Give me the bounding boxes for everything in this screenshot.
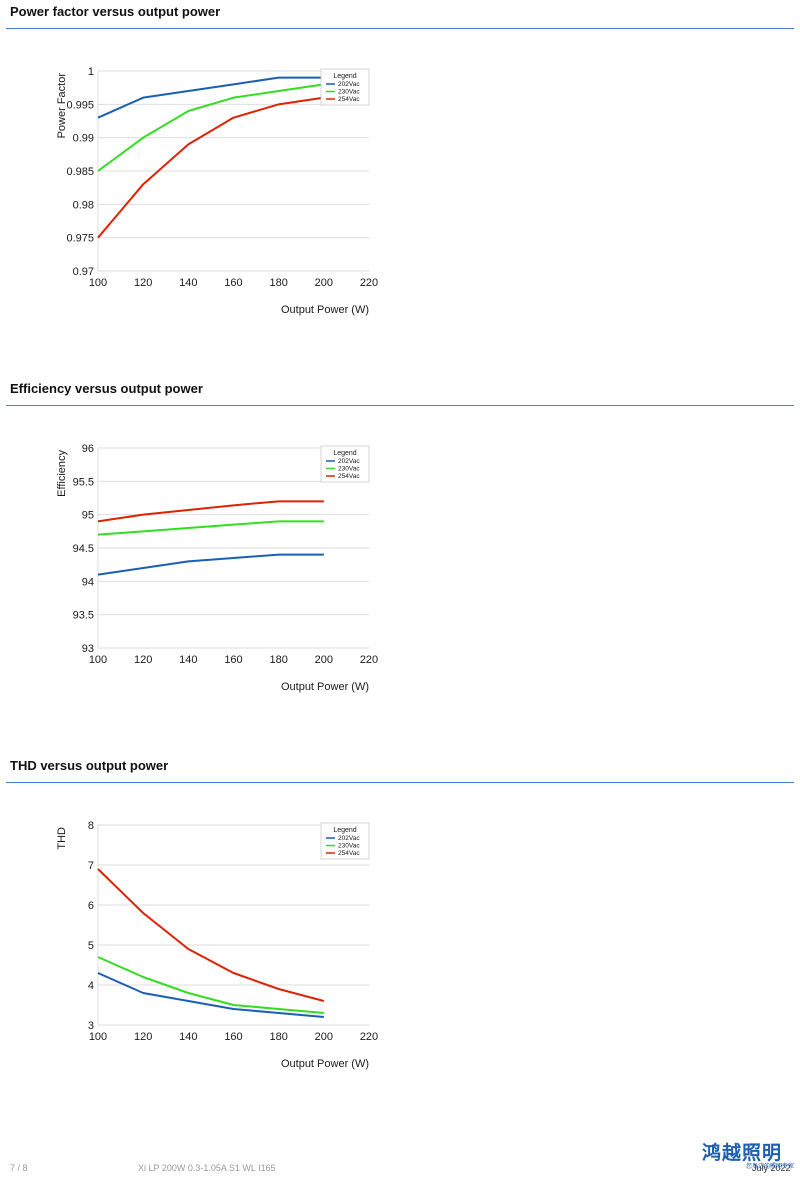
footer-date: July 2022 <box>752 1163 791 1173</box>
y-tick-label: 93.5 <box>73 610 94 622</box>
y-tick-label: 4 <box>88 980 94 992</box>
legend-entry: 202Vac <box>338 81 360 88</box>
section-power-factor: Power factor versus output power 0.97 0.9… <box>0 0 800 377</box>
series-line-254Vac <box>97 868 325 1002</box>
x-axis-label: Output Power (W) <box>281 1058 369 1070</box>
y-tick-label: 93 <box>82 643 94 655</box>
y-tick-label: 3 <box>88 1020 94 1032</box>
series-line-230Vac <box>97 956 324 1014</box>
x-tick-label: 180 <box>269 1031 287 1043</box>
series-line-202Vac <box>97 76 324 119</box>
y-tick-label: 0.99 <box>73 133 94 145</box>
x-tick-label: 200 <box>315 277 333 289</box>
legend-entry: 230Vac <box>338 843 360 850</box>
y-tick-label: 0.985 <box>66 166 94 178</box>
legend-title: Legend <box>333 73 356 80</box>
legend-entry: 254Vac <box>338 850 360 857</box>
x-tick-label: 140 <box>179 654 197 666</box>
y-tick-label: 95 <box>82 510 94 522</box>
watermark-subtext: 您身边的照明专家 <box>745 1163 794 1170</box>
legend-entry: 202Vac <box>338 835 360 842</box>
y-tick-label: 5 <box>88 940 94 952</box>
x-tick-label: 220 <box>360 654 378 666</box>
x-axis-label: Output Power (W) <box>281 681 369 693</box>
x-tick-label: 100 <box>89 277 107 289</box>
y-tick-label: 94.5 <box>73 543 94 555</box>
legend-box <box>320 68 370 106</box>
y-tick-label: 8 <box>88 820 94 832</box>
series-line-254Vac <box>97 500 324 523</box>
x-axis-label: Output Power (W) <box>281 304 369 316</box>
y-tick-label: 7 <box>88 860 94 872</box>
x-tick-label: 140 <box>179 1031 197 1043</box>
x-tick-label: 160 <box>224 277 242 289</box>
y-tick-label: 95.5 <box>73 476 94 488</box>
x-tick-label: 180 <box>269 277 287 289</box>
x-tick-label: 140 <box>179 277 197 289</box>
y-tick-label: 1 <box>88 66 94 78</box>
x-tick-label: 120 <box>134 654 152 666</box>
y-axis-label: THD <box>56 827 68 850</box>
y-tick-label: 0.98 <box>73 199 94 211</box>
section-divider <box>6 405 794 406</box>
y-tick-label: 94 <box>82 576 94 588</box>
section-title: Efficiency versus output power <box>10 381 203 396</box>
series-line-230Vac <box>97 83 324 172</box>
series-line-254Vac <box>97 96 324 239</box>
legend-entry: 230Vac <box>338 89 360 96</box>
x-tick-label: 200 <box>315 654 333 666</box>
section-efficiency: Efficiency versus output power 93 93.5 94 9… <box>0 377 800 754</box>
legend-entry: 202Vac <box>338 458 360 465</box>
x-tick-label: 120 <box>134 277 152 289</box>
footer-page-number: 7 / 8 <box>10 1163 28 1173</box>
series-line-202Vac <box>97 972 324 1018</box>
legend-title: Legend <box>333 450 356 457</box>
legend-entry: 230Vac <box>338 466 360 473</box>
y-tick-label: 0.97 <box>73 266 94 278</box>
y-axis-label: Efficiency <box>56 450 68 497</box>
x-tick-label: 220 <box>360 1031 378 1043</box>
x-tick-label: 100 <box>89 1031 107 1043</box>
x-tick-label: 180 <box>269 654 287 666</box>
x-tick-label: 200 <box>315 1031 333 1043</box>
section-divider <box>6 782 794 783</box>
legend-entry: 254Vac <box>338 473 360 480</box>
series-line-230Vac <box>97 520 324 536</box>
section-divider <box>6 28 794 29</box>
footer-document-name: Xi LP 200W 0.3-1.05A S1 WL I165 <box>138 1163 276 1173</box>
y-tick-label: 96 <box>82 443 94 455</box>
section-title: Power factor versus output power <box>10 4 221 19</box>
y-tick-label: 6 <box>88 900 94 912</box>
efficiency-chart: 93 93.5 94 94.5 95 95.5 96 100 120 140 160 180 200 22… <box>56 443 378 693</box>
section-title: THD versus output power <box>10 758 169 773</box>
thd-chart: 3 4 5 6 7 8 100 120 140 160 180 200 220 Output Power … <box>56 820 378 1070</box>
series-line-202Vac <box>97 553 324 576</box>
legend-box <box>320 822 370 860</box>
x-tick-label: 100 <box>89 654 107 666</box>
power-factor-chart: 0.97 0.975 0.98 0.985 0.99 0.995 1 100 120 140 160… <box>56 66 378 316</box>
watermark-logo: 鸿越照明 您身边的照明专家 <box>702 1143 794 1173</box>
y-axis-label: Power Factor <box>56 73 68 139</box>
y-tick-label: 0.975 <box>66 233 94 245</box>
x-tick-label: 160 <box>224 1031 242 1043</box>
x-tick-label: 160 <box>224 654 242 666</box>
legend-entry: 254Vac <box>338 96 360 103</box>
watermark-text: 鸿越照明 <box>702 1142 783 1164</box>
y-tick-label: 0.995 <box>66 99 94 111</box>
x-tick-label: 120 <box>134 1031 152 1043</box>
section-thd: THD versus output power 3 4 5 6 7 8 100 120 140 1… <box>0 754 800 1131</box>
legend-title: Legend <box>333 827 356 834</box>
x-tick-label: 220 <box>360 277 378 289</box>
